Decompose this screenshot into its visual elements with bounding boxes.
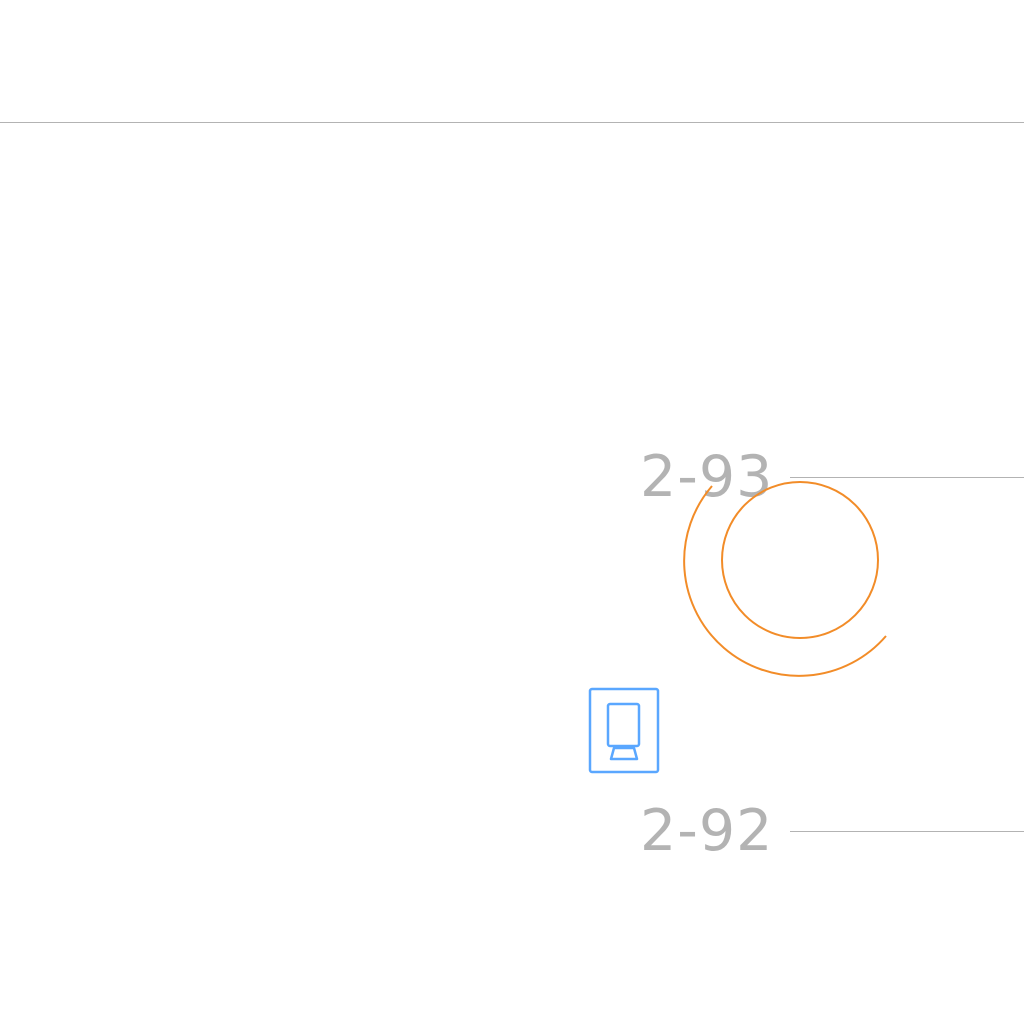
room-label-2-92[interactable]: 2-92 [640, 798, 774, 864]
kiosk-stand [609, 746, 639, 761]
room-divider-line [790, 831, 1024, 832]
location-ring-icon[interactable] [683, 481, 887, 677]
location-inner-ring [721, 481, 879, 639]
location-outer-arc [683, 485, 887, 677]
kiosk-icon[interactable] [588, 687, 660, 774]
wall-line [0, 122, 1024, 123]
room-label-2-93[interactable]: 2-93 [640, 444, 774, 510]
kiosk-screen [606, 702, 641, 748]
room-divider-line [790, 477, 1024, 478]
